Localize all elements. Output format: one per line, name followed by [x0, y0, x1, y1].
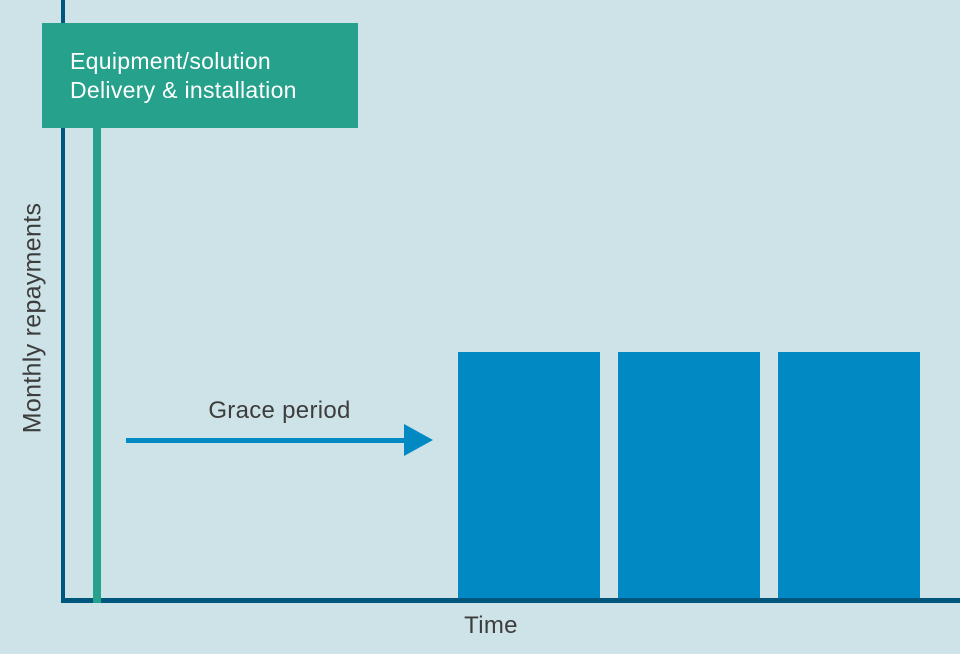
repayment-bars	[458, 352, 920, 598]
repayment-bar	[618, 352, 760, 598]
event-annotation-box: Equipment/solution Delivery & installati…	[42, 23, 358, 128]
y-axis-line	[61, 0, 65, 603]
event-annotation-line1: Equipment/solution	[70, 48, 272, 74]
grace-period-arrow-head-icon	[404, 424, 433, 456]
y-axis-label: Monthly repayments	[18, 202, 47, 434]
grace-period-label: Grace period	[208, 397, 351, 424]
event-annotation-line2: Delivery & installation	[70, 77, 297, 103]
repayment-bar	[778, 352, 920, 598]
x-axis-line	[61, 598, 960, 603]
repayment-bar	[458, 352, 600, 598]
grace-period-arrow-line	[126, 438, 406, 443]
delivery-time-marker-line	[93, 126, 101, 603]
x-axis-label: Time	[464, 612, 518, 639]
